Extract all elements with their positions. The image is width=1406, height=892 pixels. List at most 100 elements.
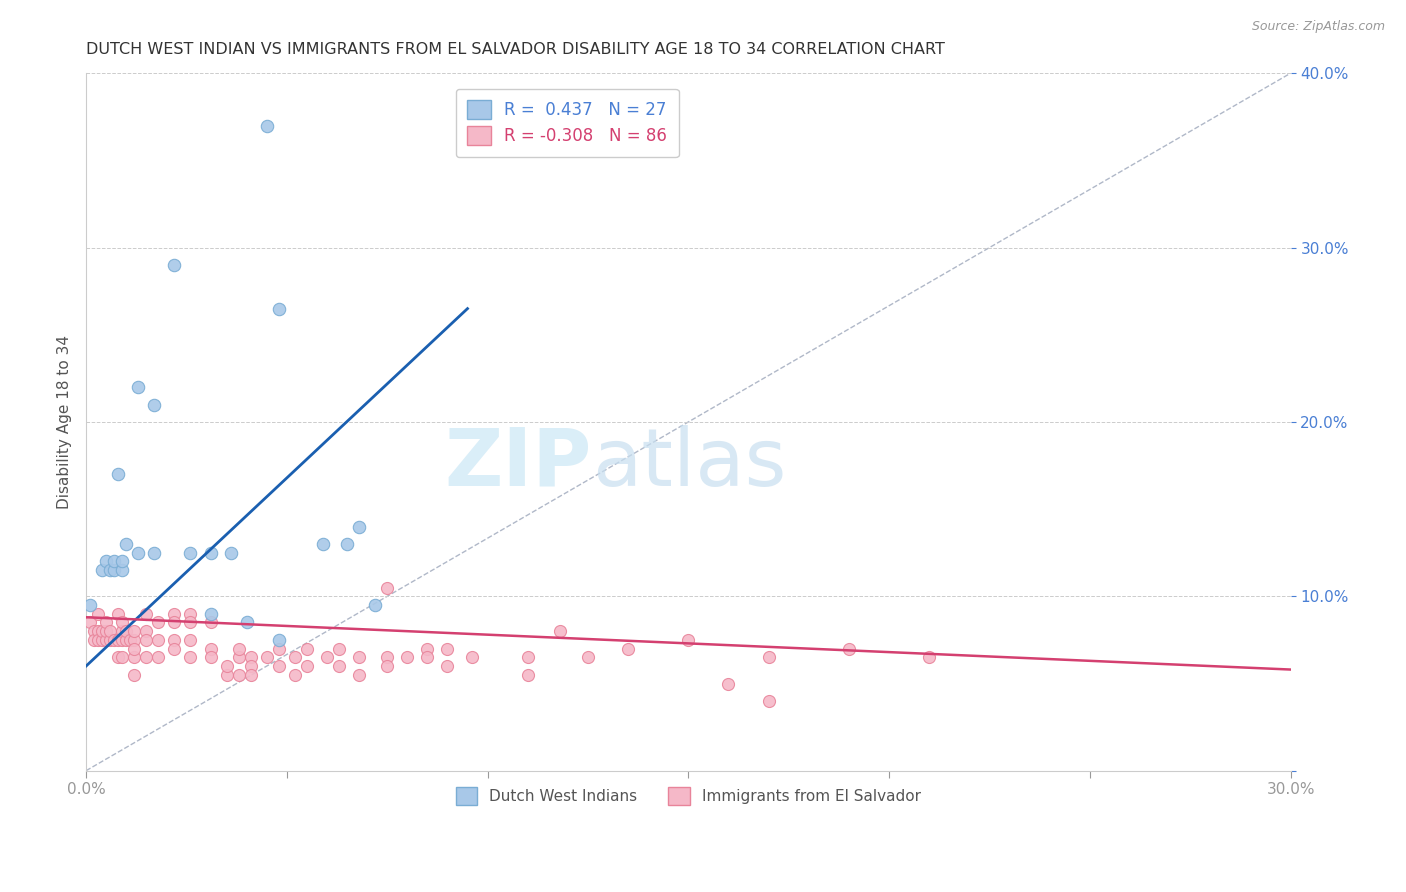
Point xyxy=(239,650,262,665)
Point xyxy=(284,667,307,681)
Text: Source: ZipAtlas.com: Source: ZipAtlas.com xyxy=(1251,20,1385,33)
Point xyxy=(617,641,640,656)
Point xyxy=(87,632,110,647)
Point xyxy=(94,624,117,639)
Point xyxy=(416,650,439,665)
Point xyxy=(163,615,186,630)
Point xyxy=(239,667,262,681)
Point xyxy=(200,607,222,621)
Point xyxy=(148,615,170,630)
Point xyxy=(436,641,458,656)
Point xyxy=(295,659,318,673)
Point xyxy=(111,650,134,665)
Text: DUTCH WEST INDIAN VS IMMIGRANTS FROM EL SALVADOR DISABILITY AGE 18 TO 34 CORRELA: DUTCH WEST INDIAN VS IMMIGRANTS FROM EL … xyxy=(86,42,945,57)
Point xyxy=(312,537,335,551)
Point xyxy=(148,650,170,665)
Point xyxy=(135,607,157,621)
Point xyxy=(228,667,250,681)
Point xyxy=(347,667,370,681)
Point xyxy=(416,641,439,656)
Point xyxy=(79,615,101,630)
Point xyxy=(256,650,278,665)
Point xyxy=(347,519,370,533)
Point xyxy=(163,258,186,272)
Point xyxy=(295,641,318,656)
Point xyxy=(179,650,201,665)
Point xyxy=(120,632,142,647)
Point xyxy=(111,632,134,647)
Point xyxy=(111,554,134,568)
Point xyxy=(83,624,105,639)
Point xyxy=(215,659,238,673)
Point xyxy=(94,615,117,630)
Point xyxy=(111,563,134,577)
Point xyxy=(200,650,222,665)
Point xyxy=(91,632,114,647)
Point xyxy=(122,667,145,681)
Point xyxy=(717,676,740,690)
Point xyxy=(111,624,134,639)
Point xyxy=(103,563,125,577)
Point xyxy=(758,694,780,708)
Point xyxy=(200,641,222,656)
Point xyxy=(267,641,290,656)
Point xyxy=(115,632,138,647)
Point xyxy=(148,632,170,647)
Legend: Dutch West Indians, Immigrants from El Salvador: Dutch West Indians, Immigrants from El S… xyxy=(446,776,932,815)
Point xyxy=(267,301,290,316)
Point xyxy=(91,624,114,639)
Point xyxy=(115,537,138,551)
Point xyxy=(179,546,201,560)
Point xyxy=(87,624,110,639)
Point xyxy=(163,607,186,621)
Point xyxy=(98,632,121,647)
Point xyxy=(396,650,419,665)
Point xyxy=(347,650,370,665)
Point xyxy=(678,632,700,647)
Point xyxy=(122,624,145,639)
Point xyxy=(91,563,114,577)
Point xyxy=(219,546,242,560)
Point xyxy=(122,641,145,656)
Point xyxy=(135,650,157,665)
Point xyxy=(200,546,222,560)
Point xyxy=(94,554,117,568)
Point xyxy=(516,650,538,665)
Point xyxy=(548,624,571,639)
Point xyxy=(103,632,125,647)
Point xyxy=(115,624,138,639)
Point xyxy=(107,632,129,647)
Point xyxy=(375,650,398,665)
Point xyxy=(83,632,105,647)
Point xyxy=(143,397,166,411)
Point xyxy=(98,624,121,639)
Point xyxy=(918,650,941,665)
Point xyxy=(328,659,350,673)
Point xyxy=(228,650,250,665)
Point xyxy=(364,598,387,612)
Point xyxy=(135,624,157,639)
Point xyxy=(256,119,278,133)
Point xyxy=(375,659,398,673)
Point xyxy=(87,607,110,621)
Point xyxy=(336,537,359,551)
Point xyxy=(111,615,134,630)
Point xyxy=(179,607,201,621)
Point xyxy=(316,650,339,665)
Text: ZIP: ZIP xyxy=(444,425,592,503)
Point xyxy=(135,632,157,647)
Point xyxy=(179,632,201,647)
Y-axis label: Disability Age 18 to 34: Disability Age 18 to 34 xyxy=(58,334,72,509)
Point xyxy=(460,650,482,665)
Point xyxy=(267,632,290,647)
Point xyxy=(127,546,149,560)
Text: atlas: atlas xyxy=(592,425,786,503)
Point xyxy=(127,380,149,394)
Point xyxy=(163,632,186,647)
Point xyxy=(163,641,186,656)
Point xyxy=(107,467,129,482)
Point xyxy=(838,641,860,656)
Point xyxy=(516,667,538,681)
Point xyxy=(235,615,257,630)
Point xyxy=(79,598,101,612)
